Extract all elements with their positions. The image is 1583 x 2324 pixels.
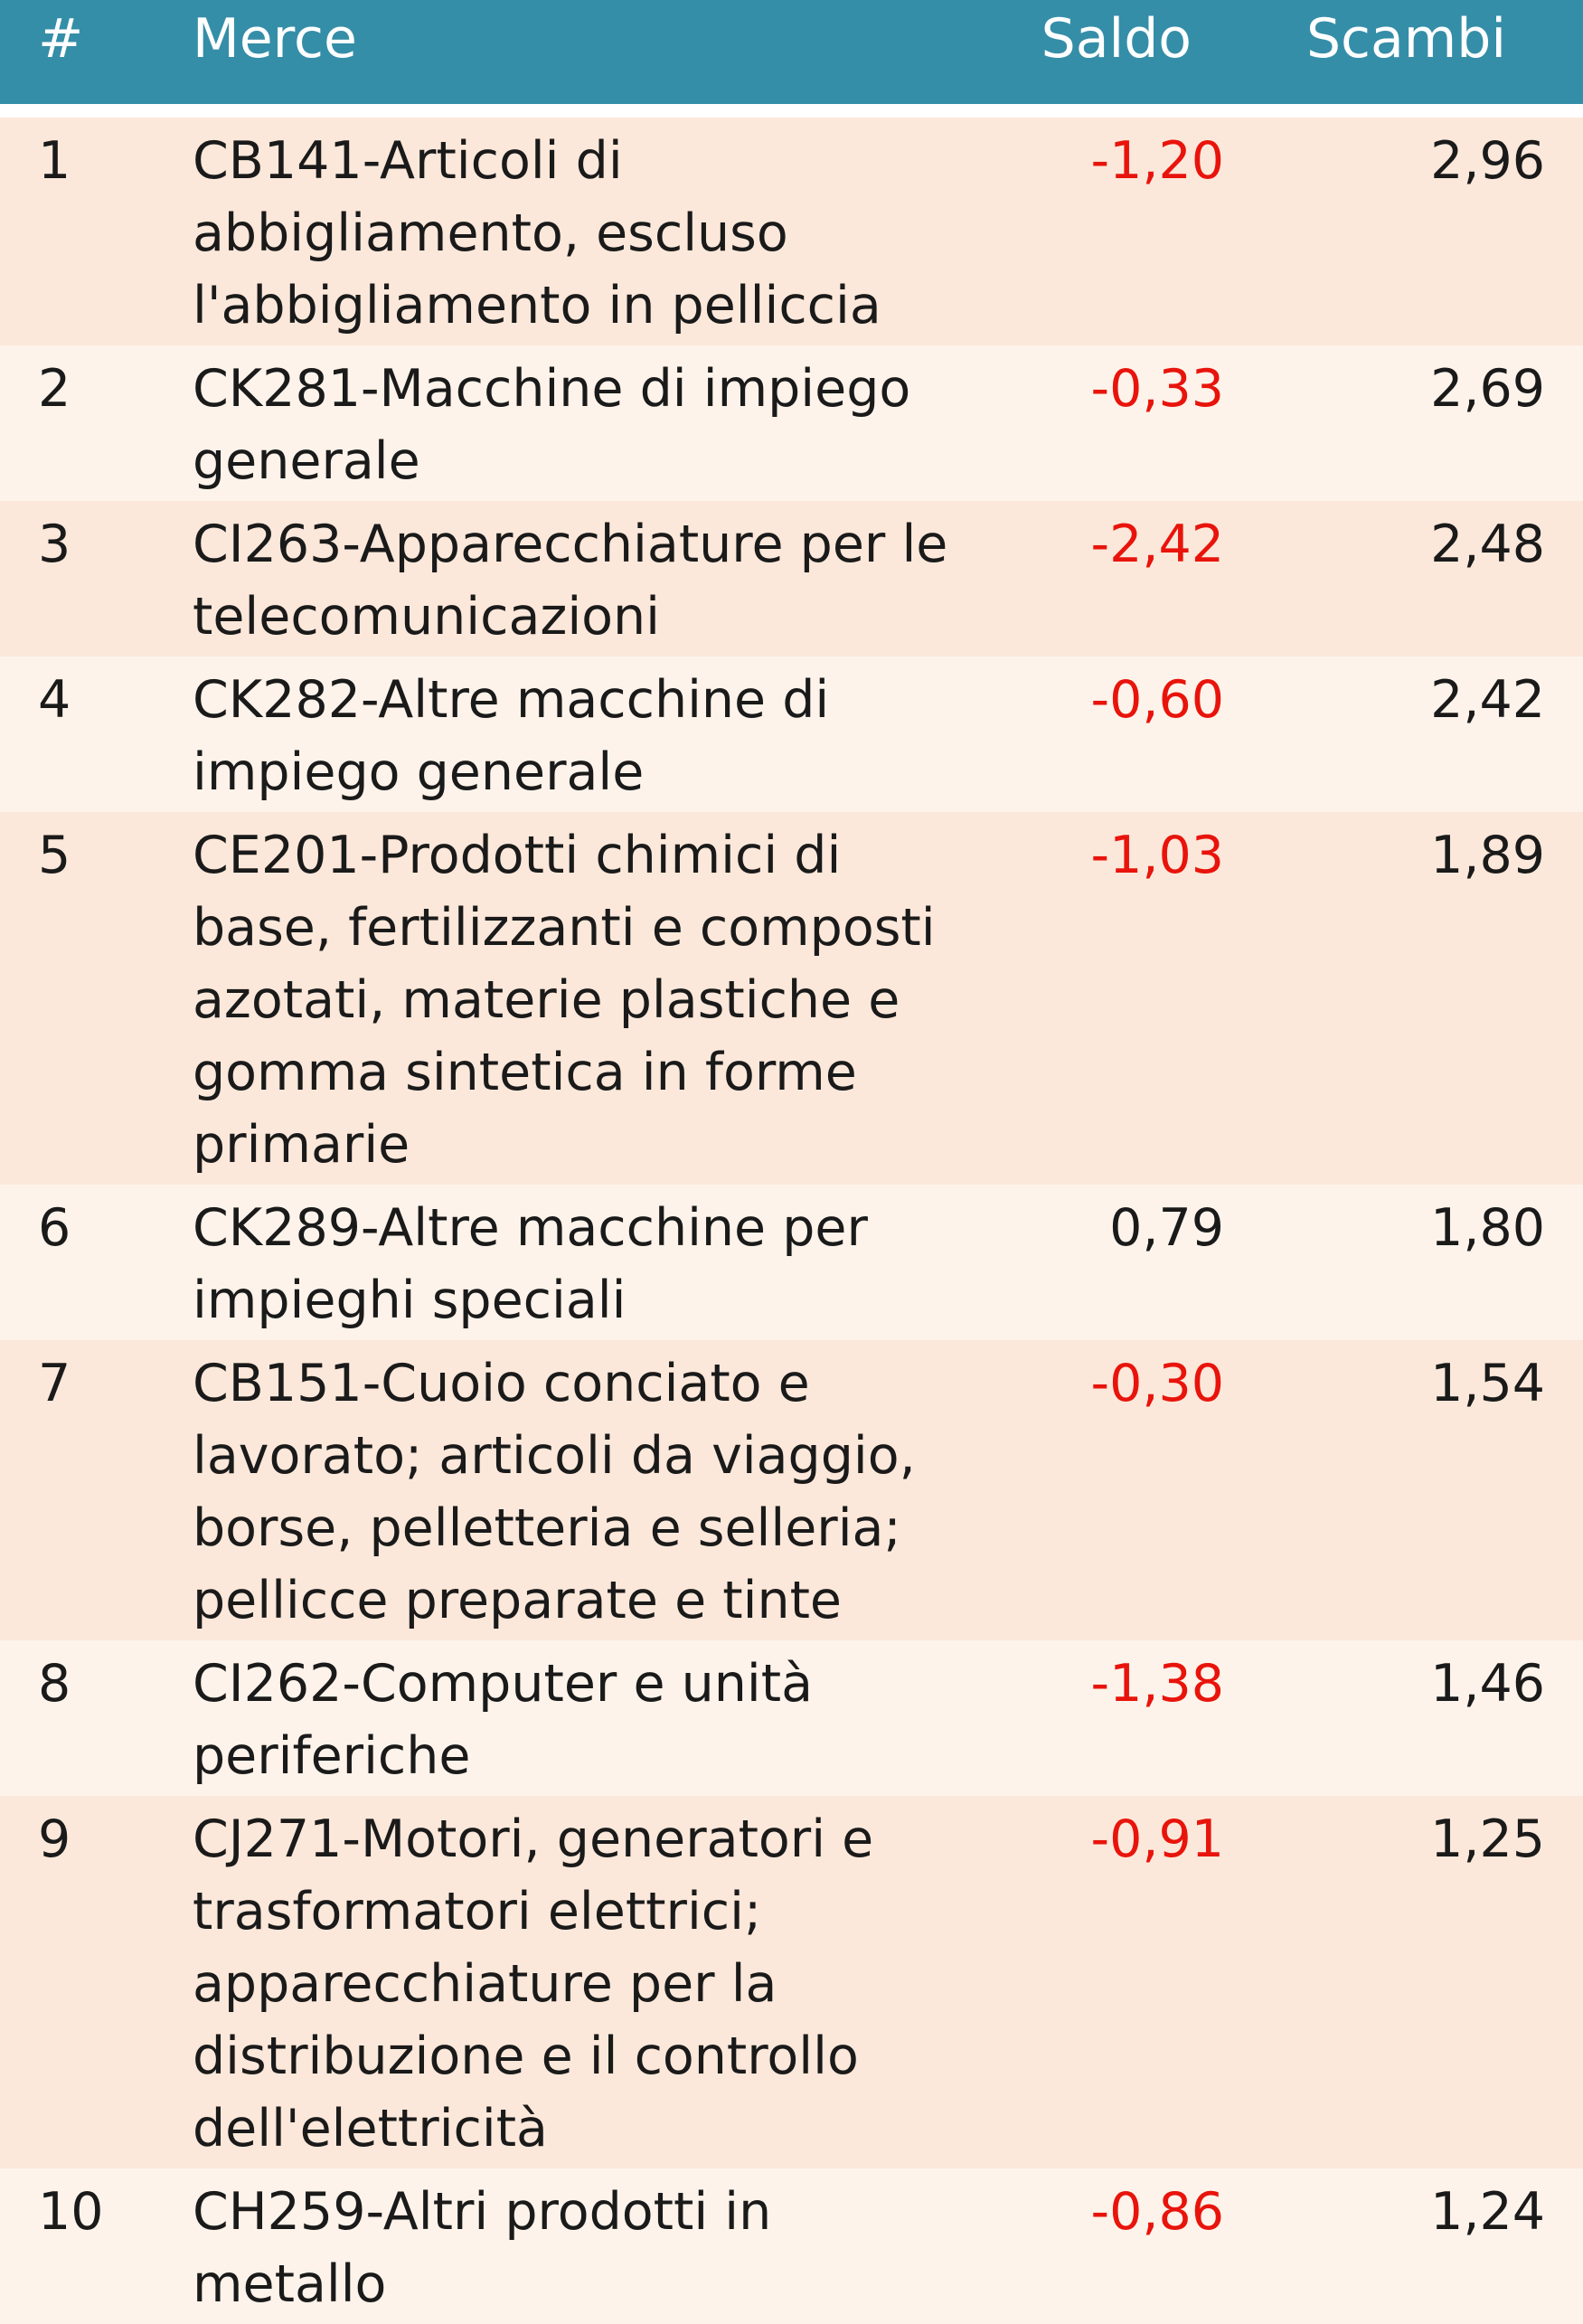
header-merce: Merce — [193, 7, 357, 71]
row-merce: CK282-Altre macchine di impiego generale — [193, 670, 830, 802]
row-scambi: 2,69 — [1430, 359, 1545, 419]
table-row: 3 CI263-Apparecchiature per le telecomuni… — [0, 501, 1583, 657]
row-saldo: -0,33 — [1090, 359, 1224, 419]
header-saldo: Saldo — [1041, 7, 1192, 71]
row-saldo: -0,30 — [1090, 1354, 1224, 1413]
row-number: 4 — [38, 670, 71, 730]
header-separator — [0, 104, 1583, 118]
row-saldo: -0,60 — [1090, 670, 1224, 730]
row-merce: CB141-Articoli di abbigliamento, escluso… — [193, 131, 881, 335]
row-number: 9 — [38, 1809, 71, 1869]
table-row: 2 CK281-Macchine di impiego generale -0,33… — [0, 345, 1583, 501]
table-row: 6 CK289-Altre macchine per impieghi speci… — [0, 1185, 1583, 1340]
table-row: 5 CE201-Prodotti chimici di base, fertili… — [0, 812, 1583, 1185]
row-saldo: 0,79 — [1109, 1198, 1224, 1258]
row-merce: CB151-Cuoio conciato e lavorato; articol… — [193, 1354, 916, 1630]
row-saldo: -1,20 — [1090, 131, 1224, 191]
table-row: 4 CK282-Altre macchine di impiego general… — [0, 657, 1583, 812]
row-number: 5 — [38, 826, 71, 885]
row-merce: CI263-Apparecchiature per le telecomunic… — [193, 515, 948, 647]
row-merce: CI262-Computer e unità periferiche — [193, 1654, 814, 1786]
row-merce: CK281-Macchine di impiego generale — [193, 359, 911, 491]
row-merce: CE201-Prodotti chimici di base, fertiliz… — [193, 826, 936, 1175]
row-scambi: 1,25 — [1430, 1809, 1545, 1869]
row-scambi: 1,80 — [1430, 1198, 1545, 1258]
header-scambi: Scambi — [1305, 7, 1506, 71]
table-header: # Merce Saldo Scambi — [0, 0, 1583, 104]
row-scambi: 2,42 — [1430, 670, 1545, 730]
row-number: 6 — [38, 1198, 71, 1258]
row-scambi: 2,96 — [1430, 131, 1545, 191]
row-merce: CK289-Altre macchine per impieghi specia… — [193, 1198, 868, 1330]
row-number: 7 — [38, 1354, 71, 1413]
row-number: 10 — [38, 2182, 104, 2242]
table-row: 9 CJ271-Motori, generatori e trasformator… — [0, 1796, 1583, 2168]
row-merce: CH259-Altri prodotti in metallo — [193, 2182, 772, 2314]
header-num: # — [38, 7, 84, 71]
row-saldo: -0,91 — [1090, 1809, 1224, 1869]
row-number: 8 — [38, 1654, 71, 1714]
table-body: 1 CB141-Articoli di abbigliamento, esclus… — [0, 118, 1583, 2324]
row-saldo: -1,03 — [1090, 826, 1224, 885]
row-number: 3 — [38, 515, 71, 574]
row-scambi: 2,48 — [1430, 515, 1545, 574]
row-saldo: -0,86 — [1090, 2182, 1224, 2242]
row-saldo: -1,38 — [1090, 1654, 1224, 1714]
row-scambi: 1,89 — [1430, 826, 1545, 885]
row-scambi: 1,46 — [1430, 1654, 1545, 1714]
row-merce: CJ271-Motori, generatori e trasformatori… — [193, 1809, 874, 2159]
table-row: 7 CB151-Cuoio conciato e lavorato; artico… — [0, 1340, 1583, 1640]
row-number: 1 — [38, 131, 71, 191]
table-row: 8 CI262-Computer e unità periferiche -1,38… — [0, 1640, 1583, 1796]
table-row: 1 CB141-Articoli di abbigliamento, esclus… — [0, 118, 1583, 345]
row-scambi: 1,24 — [1430, 2182, 1545, 2242]
row-saldo: -2,42 — [1090, 515, 1224, 574]
table-row: 10 CH259-Altri prodotti in metallo -0,86 1,… — [0, 2168, 1583, 2324]
row-scambi: 1,54 — [1430, 1354, 1545, 1413]
row-number: 2 — [38, 359, 71, 419]
